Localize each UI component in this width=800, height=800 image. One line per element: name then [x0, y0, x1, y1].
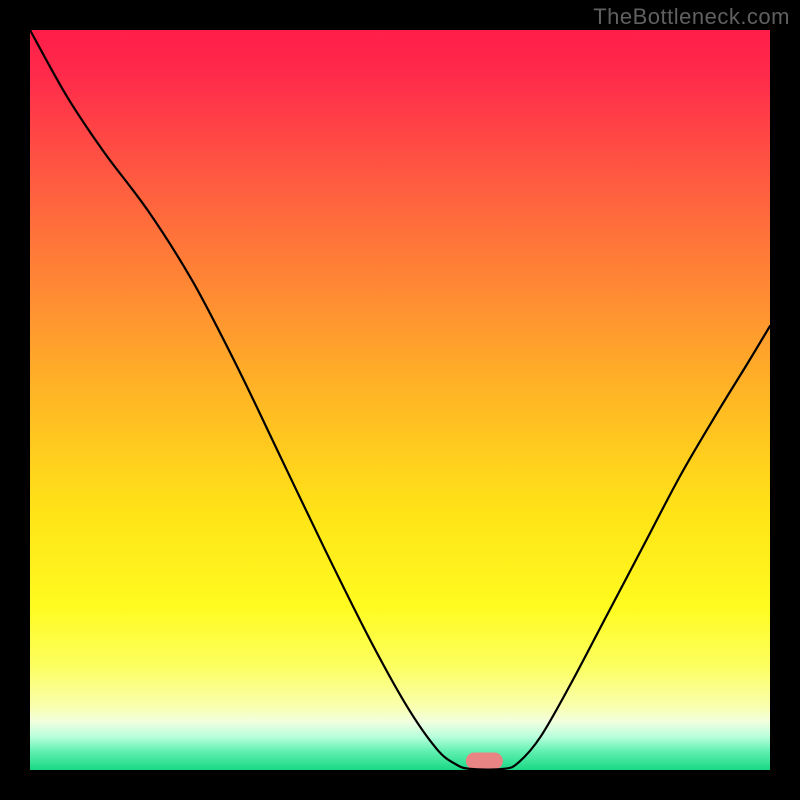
min-marker [466, 753, 502, 769]
plot-background [30, 30, 770, 770]
chart-container: TheBottleneck.com [0, 0, 800, 800]
watermark-text: TheBottleneck.com [593, 4, 790, 30]
bottleneck-chart [0, 0, 800, 800]
